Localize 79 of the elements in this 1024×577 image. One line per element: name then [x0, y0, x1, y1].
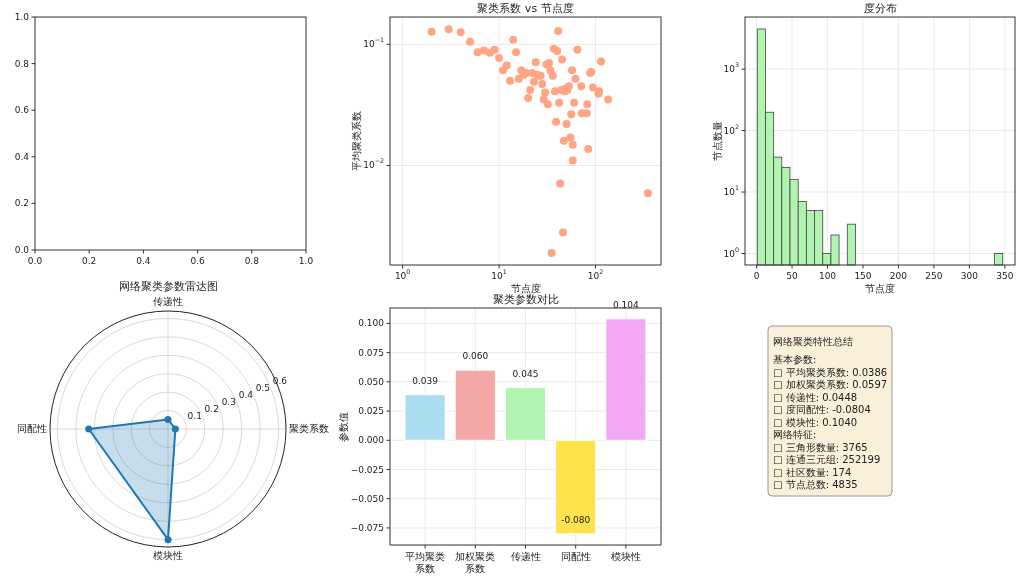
x-tick-label: 1.0	[298, 255, 314, 266]
bar	[404, 394, 446, 441]
bar	[555, 439, 597, 535]
x-tick-label: 0.2	[82, 255, 97, 266]
y-tick-label: 0.025	[358, 405, 384, 416]
y-axis-title: 节点数量	[711, 121, 723, 161]
text: □ 平均聚类系数: 0.0386	[773, 366, 888, 378]
x-tick-label: 0.6	[190, 255, 206, 266]
y-tick-label: 0.4	[14, 151, 30, 162]
x-tick-label: 10$^{0}$	[394, 268, 411, 281]
x-tick-label: 0	[753, 270, 760, 281]
x-tick-label: 0.4	[136, 255, 151, 266]
x-tick-label: 10$^{1}$	[491, 268, 507, 281]
text: □ 模块性: 0.1040	[773, 416, 858, 428]
chart-title: 聚类参数对比	[492, 293, 559, 306]
y-tick-label: −0.075	[350, 522, 384, 533]
x-tick-label: 100	[818, 270, 837, 281]
spoke-label: 同配性	[17, 423, 47, 434]
bar	[605, 318, 647, 441]
x-axis-title: 节点度	[510, 283, 541, 294]
y-tick-label: 0.5	[255, 382, 271, 393]
data-label: 0.104	[612, 299, 640, 310]
text: □ 社区数量: 174	[773, 466, 852, 478]
y-tick-label: 0.1	[187, 410, 202, 421]
y-tick-label: 0.3	[221, 396, 236, 407]
y-tick-label: 10$^{3}$	[723, 61, 739, 74]
y-tick-label: 0.6	[14, 104, 30, 115]
x-tick-label: 10$^{2}$	[587, 268, 604, 281]
y-axis-title: 平均聚类系数	[351, 111, 363, 171]
y-tick-label: 0.075	[358, 347, 384, 358]
y-tick-label: −0.050	[350, 493, 385, 504]
y-axis-title: 参数值	[338, 411, 350, 442]
y-tick-label: 1.0	[14, 11, 30, 22]
x-tick-label: 传递性	[510, 551, 541, 562]
y-tick-label: 0.0	[14, 244, 30, 255]
x-tick-label: 200	[889, 270, 908, 281]
chart-title: 聚类系数 vs 节点度	[477, 2, 574, 15]
y-tick-label: 10$^{1}$	[723, 184, 739, 197]
x-tick-label: 同配性	[560, 551, 591, 562]
data-label: -0.080	[561, 514, 591, 525]
y-tick-label: 0.100	[358, 317, 385, 328]
x-tick-label: 模块性	[610, 551, 641, 562]
x-tick-label: 平均聚类系数	[405, 551, 446, 574]
text: □ 节点总数: 4835	[773, 479, 858, 490]
text: 网络特征:	[773, 429, 817, 440]
text: □ 度同配性: -0.0804	[773, 404, 871, 415]
y-tick-label: 0.2	[14, 197, 29, 208]
text: □ 三角形数量: 3765	[773, 441, 868, 453]
x-axis-title: 节点度	[865, 283, 895, 294]
chart-title: 网络聚类参数雷达图	[118, 280, 218, 293]
data-label: 0.060	[462, 350, 489, 361]
x-tick-label: 150	[854, 270, 872, 281]
chart-title: 度分布	[863, 2, 897, 15]
spoke-label: 传递性	[153, 296, 183, 307]
y-tick-label: 10$^{2}$	[723, 122, 739, 136]
x-tick-label: 0.8	[244, 255, 260, 266]
data-label: 0.045	[512, 368, 539, 379]
y-tick-label: −0.025	[350, 464, 384, 475]
text: □ 加权聚类系数: 0.0597	[773, 379, 888, 390]
y-tick-label: 10$^{−1}$	[363, 36, 384, 49]
y-tick-label: 0.050	[358, 376, 385, 387]
text: □ 连通三元组: 252199	[773, 454, 881, 465]
text: □ 传递性: 0.0448	[773, 391, 858, 403]
spoke-label: 聚类系数	[289, 423, 329, 434]
bar	[504, 387, 547, 441]
x-tick-label: 50	[786, 270, 799, 281]
data-label: 0.039	[412, 375, 439, 386]
text: 基本参数:	[773, 354, 817, 365]
y-tick-label: 10$^{0}$	[723, 245, 739, 258]
bar	[454, 369, 496, 441]
y-tick-label: 0.000	[358, 434, 385, 445]
y-tick-label: 10$^{−2}$	[363, 157, 384, 170]
text: 网络聚类特性总结	[773, 336, 853, 347]
y-tick-label: 0.8	[14, 58, 30, 69]
x-tick-label: 加权聚类系数	[455, 551, 496, 574]
x-tick-label: 250	[925, 270, 943, 281]
x-tick-label: 300	[960, 270, 979, 281]
x-tick-label: 350	[996, 270, 1014, 281]
x-tick-label: 0.0	[27, 255, 43, 266]
